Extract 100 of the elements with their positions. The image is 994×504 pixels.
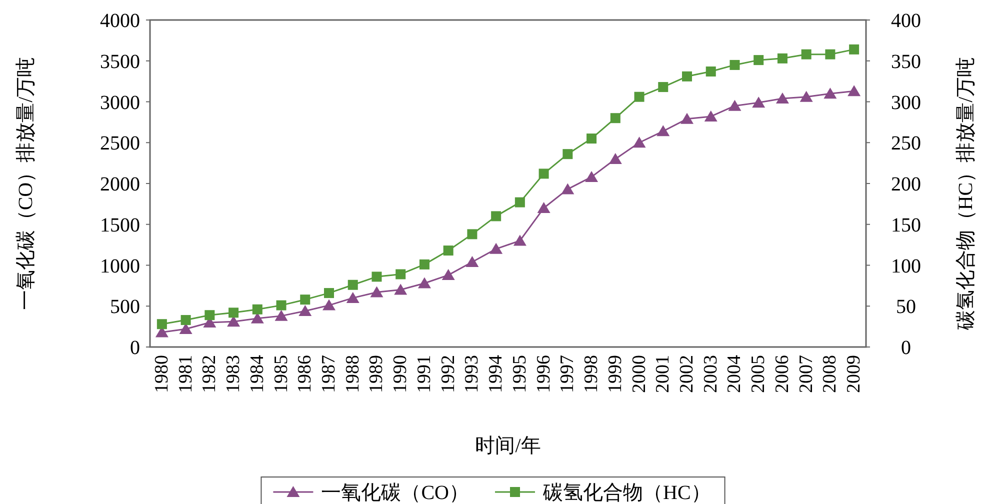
- y-tick-label: 1500: [100, 214, 140, 236]
- point: [466, 256, 479, 267]
- point: [776, 92, 789, 104]
- point: [608, 152, 622, 164]
- legend-label: 一氧化碳（CO）: [321, 482, 469, 504]
- y-tick-label: 0: [130, 337, 140, 359]
- point: [491, 211, 502, 222]
- x-tick-label: 1993: [462, 355, 483, 393]
- point: [801, 49, 812, 60]
- point: [252, 304, 262, 314]
- x-tick-label: 2002: [676, 355, 698, 393]
- point: [632, 136, 646, 148]
- point: [752, 96, 766, 108]
- point: [728, 100, 742, 111]
- x-tick-label: 1996: [533, 355, 554, 393]
- y2-tick-label: 50: [896, 296, 916, 318]
- y2-tick-label: 150: [891, 214, 921, 236]
- point: [370, 286, 384, 298]
- point: [730, 60, 740, 70]
- x-tick-label: 1989: [366, 355, 388, 393]
- x-tick-label: 1985: [270, 355, 292, 393]
- point: [180, 315, 191, 326]
- point: [680, 112, 694, 124]
- y-tick-label: 1000: [100, 255, 140, 278]
- x-tick-label: 1982: [199, 355, 220, 393]
- x-tick-label: 1988: [342, 355, 364, 393]
- x-tick-label: 2001: [652, 355, 674, 393]
- x-tick-label: 1983: [223, 355, 244, 393]
- y-tick-label: 2000: [100, 174, 140, 196]
- point: [824, 88, 837, 99]
- x-axis-title: 时间/年: [475, 435, 541, 457]
- x-tick-label: 2009: [844, 355, 865, 393]
- x-tick-label: 2005: [748, 355, 770, 393]
- x-tick-label: 2006: [772, 355, 793, 393]
- point: [538, 168, 549, 179]
- point: [322, 299, 336, 310]
- x-tick-label: 1981: [175, 355, 196, 393]
- y-tick-label: 4000: [100, 10, 140, 32]
- point: [848, 85, 861, 96]
- point: [276, 300, 286, 310]
- y-tick-label: 3500: [100, 50, 140, 73]
- point: [227, 316, 240, 327]
- x-tick-label: 2008: [820, 355, 841, 393]
- point: [442, 269, 455, 280]
- point: [586, 134, 597, 144]
- y2-tick-label: 200: [891, 174, 921, 196]
- point: [179, 323, 192, 334]
- point: [658, 82, 668, 92]
- point: [513, 234, 526, 246]
- point: [298, 305, 312, 316]
- y2-axis-title: 碳氢化合物（HC）排放量/万吨: [955, 56, 977, 332]
- point: [682, 71, 692, 82]
- point: [348, 280, 358, 290]
- x-tick-label: 1998: [581, 355, 602, 393]
- y2-tick-label: 100: [891, 255, 921, 278]
- x-tick-label: 1999: [604, 355, 626, 393]
- point: [610, 113, 620, 124]
- point: [585, 170, 598, 182]
- y-axis-title: 一氧化碳（CO）排放量/万吨: [15, 56, 37, 310]
- x-tick-label: 1995: [509, 355, 530, 393]
- point: [372, 272, 382, 282]
- y2-tick-label: 350: [891, 50, 921, 73]
- point: [825, 49, 836, 60]
- point: [274, 310, 288, 321]
- point: [467, 229, 478, 240]
- point: [156, 319, 167, 330]
- point: [754, 55, 764, 66]
- point: [537, 202, 550, 214]
- x-tick-label: 1987: [318, 355, 340, 393]
- point: [346, 292, 360, 303]
- x-tick-label: 1984: [246, 354, 268, 393]
- x-tick-label: 1980: [151, 355, 172, 393]
- point: [704, 110, 718, 122]
- point: [443, 246, 454, 256]
- point: [250, 312, 264, 324]
- point: [777, 53, 788, 64]
- point: [419, 259, 430, 270]
- point: [418, 277, 431, 288]
- x-tick-label: 1986: [294, 355, 316, 393]
- y-tick-label: 3000: [100, 92, 140, 114]
- point: [561, 183, 574, 194]
- x-tick-label: 1990: [390, 355, 412, 393]
- x-tick-label: 2004: [724, 354, 746, 393]
- y-tick-label: 500: [110, 296, 140, 318]
- y2-tick-label: 250: [891, 132, 921, 155]
- point: [562, 149, 573, 160]
- point: [634, 92, 644, 102]
- x-tick-label: 2000: [628, 355, 650, 393]
- point: [849, 44, 860, 54]
- x-tick-label: 2007: [796, 355, 817, 393]
- x-tick-label: 1997: [557, 355, 578, 393]
- x-tick-label: 1991: [414, 355, 435, 393]
- point: [514, 197, 525, 208]
- point: [800, 90, 813, 102]
- x-tick-label: 2003: [700, 355, 722, 393]
- point: [324, 288, 334, 298]
- point: [300, 294, 310, 305]
- point: [204, 310, 215, 320]
- point: [706, 66, 716, 77]
- x-tick-label: 1992: [438, 355, 459, 393]
